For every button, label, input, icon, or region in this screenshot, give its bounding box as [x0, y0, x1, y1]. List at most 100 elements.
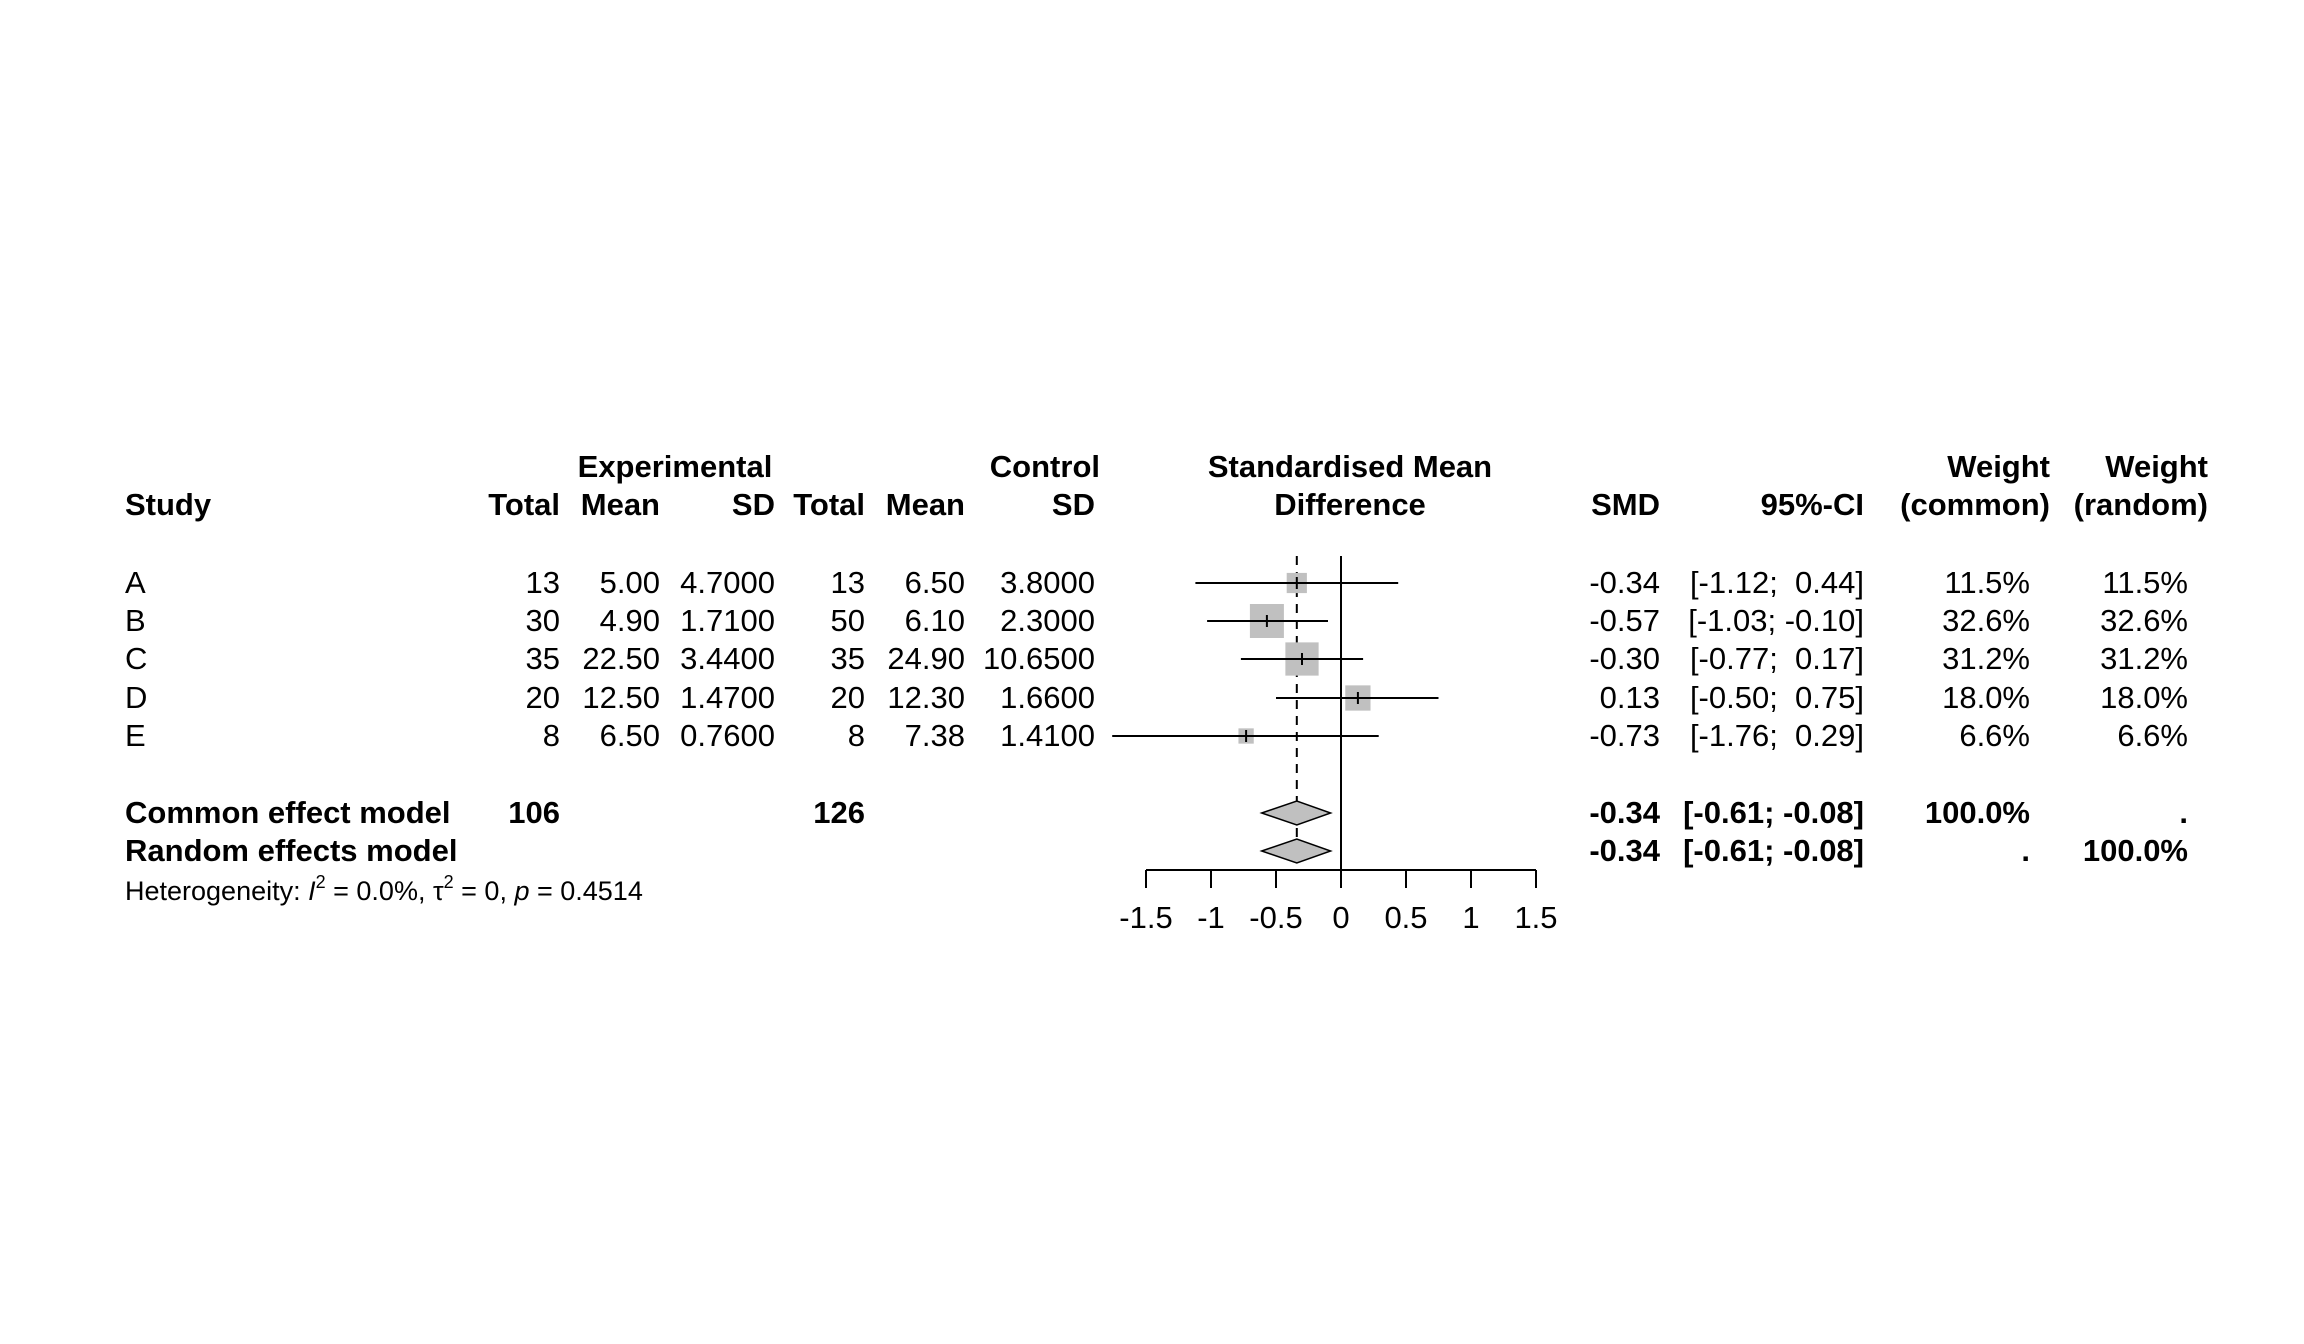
ctl-mean: 24.90: [887, 641, 965, 676]
header-smd: SMD: [1591, 487, 1660, 522]
study-name: B: [125, 603, 146, 638]
smd-value: -0.57: [1589, 603, 1660, 638]
ci-value: [-1.76; 0.29]: [1689, 718, 1864, 753]
header-exp-total: Total: [488, 487, 560, 522]
random-weight-random: 100.0%: [2082, 833, 2188, 868]
exp-total: 13: [525, 565, 560, 600]
p-value: = 0.4514: [529, 876, 643, 906]
ci-value: [-1.12; 0.44]: [1689, 565, 1864, 600]
header-effect-line1: Standardised Mean: [1207, 449, 1493, 484]
weight-common: 11.5%: [1944, 565, 2030, 600]
weight-common: 31.2%: [1942, 641, 2030, 676]
random-weight-common: .: [2021, 833, 2030, 868]
weight-common: 32.6%: [1942, 603, 2030, 638]
header-weight-random-2: (random): [2073, 487, 2208, 522]
p-symbol: p: [514, 876, 530, 906]
random-effects-label: Random effects model: [125, 833, 458, 868]
header-ctl-total: Total: [793, 487, 865, 522]
common-ci: [-0.61; -0.08]: [1683, 795, 1864, 830]
header-exp-mean: Mean: [580, 487, 660, 522]
ctl-mean: 7.38: [904, 718, 965, 753]
heterogeneity-text: Heterogeneity: I2 = 0.0%, τ2 = 0, p = 0.…: [125, 873, 643, 909]
ctl-total: 8: [847, 718, 865, 753]
weight-random: 18.0%: [2100, 680, 2188, 715]
ctl-mean: 12.30: [887, 680, 965, 715]
x-axis-tick-label: 0.5: [1384, 900, 1427, 935]
exp-sd: 1.4700: [680, 680, 775, 715]
header-ci: 95%-CI: [1760, 487, 1864, 522]
ctl-sd: 1.6600: [1000, 680, 1095, 715]
tau-value: = 0,: [453, 876, 515, 906]
common-exp-total: 106: [508, 795, 560, 830]
weight-random: 32.6%: [2100, 603, 2188, 638]
exp-total: 35: [525, 641, 560, 676]
header-experimental: Experimental: [577, 449, 773, 484]
header-effect-line2: Difference: [1274, 487, 1426, 522]
header-weight-random-1: Weight: [2105, 449, 2208, 484]
smd-value: -0.34: [1589, 565, 1660, 600]
ci-value: [-0.77; 0.17]: [1689, 641, 1864, 676]
study-name: A: [125, 565, 146, 600]
ctl-sd: 2.3000: [1000, 603, 1095, 638]
exp-sd: 3.4400: [680, 641, 775, 676]
ctl-mean: 6.50: [904, 565, 965, 600]
common-ctl-total: 126: [813, 795, 865, 830]
study-name: E: [125, 718, 146, 753]
x-axis-tick-label: 0: [1332, 900, 1349, 935]
weight-random: 31.2%: [2100, 641, 2188, 676]
ci-value: [-0.50; 0.75]: [1689, 680, 1864, 715]
x-axis-tick-label: 1: [1462, 900, 1479, 935]
x-axis-tick-label: -1.5: [1119, 900, 1172, 935]
ctl-mean: 6.10: [904, 603, 965, 638]
ctl-total: 50: [830, 603, 865, 638]
weight-random: 6.6%: [2117, 718, 2188, 753]
exp-mean: 5.00: [599, 565, 660, 600]
study-name: C: [125, 641, 148, 676]
header-ctl-sd: SD: [1051, 487, 1095, 522]
exp-mean: 12.50: [582, 680, 660, 715]
exp-sd: 1.7100: [680, 603, 775, 638]
random-ci: [-0.61; -0.08]: [1683, 833, 1864, 868]
tau-sup: 2: [443, 872, 454, 892]
weight-random: 11.5%: [2102, 565, 2188, 600]
study-name: D: [125, 680, 148, 715]
smd-value: -0.30: [1589, 641, 1660, 676]
exp-total: 8: [542, 718, 560, 753]
smd-value: 0.13: [1599, 680, 1660, 715]
random-smd: -0.34: [1589, 833, 1660, 868]
header-weight-common-1: Weight: [1947, 449, 2050, 484]
common-weight-common: 100.0%: [1924, 795, 2030, 830]
x-axis-tick-label: 1.5: [1514, 900, 1557, 935]
common-effect-label: Common effect model: [125, 795, 451, 830]
smd-value: -0.73: [1589, 718, 1660, 753]
tau-symbol: τ: [432, 876, 444, 906]
header-weight-common-2: (common): [1900, 487, 2050, 522]
ctl-total: 35: [830, 641, 865, 676]
header-exp-sd: SD: [731, 487, 775, 522]
ctl-sd: 10.6500: [982, 641, 1095, 676]
ctl-total: 20: [830, 680, 865, 715]
ctl-total: 13: [830, 565, 865, 600]
header-control: Control: [989, 449, 1100, 484]
common-smd: -0.34: [1589, 795, 1660, 830]
x-axis-tick-label: -1: [1197, 900, 1225, 935]
header-ctl-mean: Mean: [885, 487, 965, 522]
heterogeneity-prefix: Heterogeneity:: [125, 876, 309, 906]
ctl-sd: 3.8000: [1000, 565, 1095, 600]
weight-common: 6.6%: [1959, 718, 2030, 753]
weight-common: 18.0%: [1942, 680, 2030, 715]
exp-mean: 22.50: [582, 641, 660, 676]
exp-sd: 4.7000: [680, 565, 775, 600]
exp-mean: 4.90: [599, 603, 660, 638]
exp-total: 20: [525, 680, 560, 715]
exp-sd: 0.7600: [680, 718, 775, 753]
common-effect-diamond: [1259, 800, 1333, 826]
i2-symbol: I: [308, 876, 316, 906]
exp-total: 30: [525, 603, 560, 638]
i2-sup: 2: [315, 872, 326, 892]
random-effects-diamond: [1259, 838, 1333, 864]
x-axis-tick-label: -0.5: [1249, 900, 1302, 935]
header-study: Study: [125, 487, 212, 522]
